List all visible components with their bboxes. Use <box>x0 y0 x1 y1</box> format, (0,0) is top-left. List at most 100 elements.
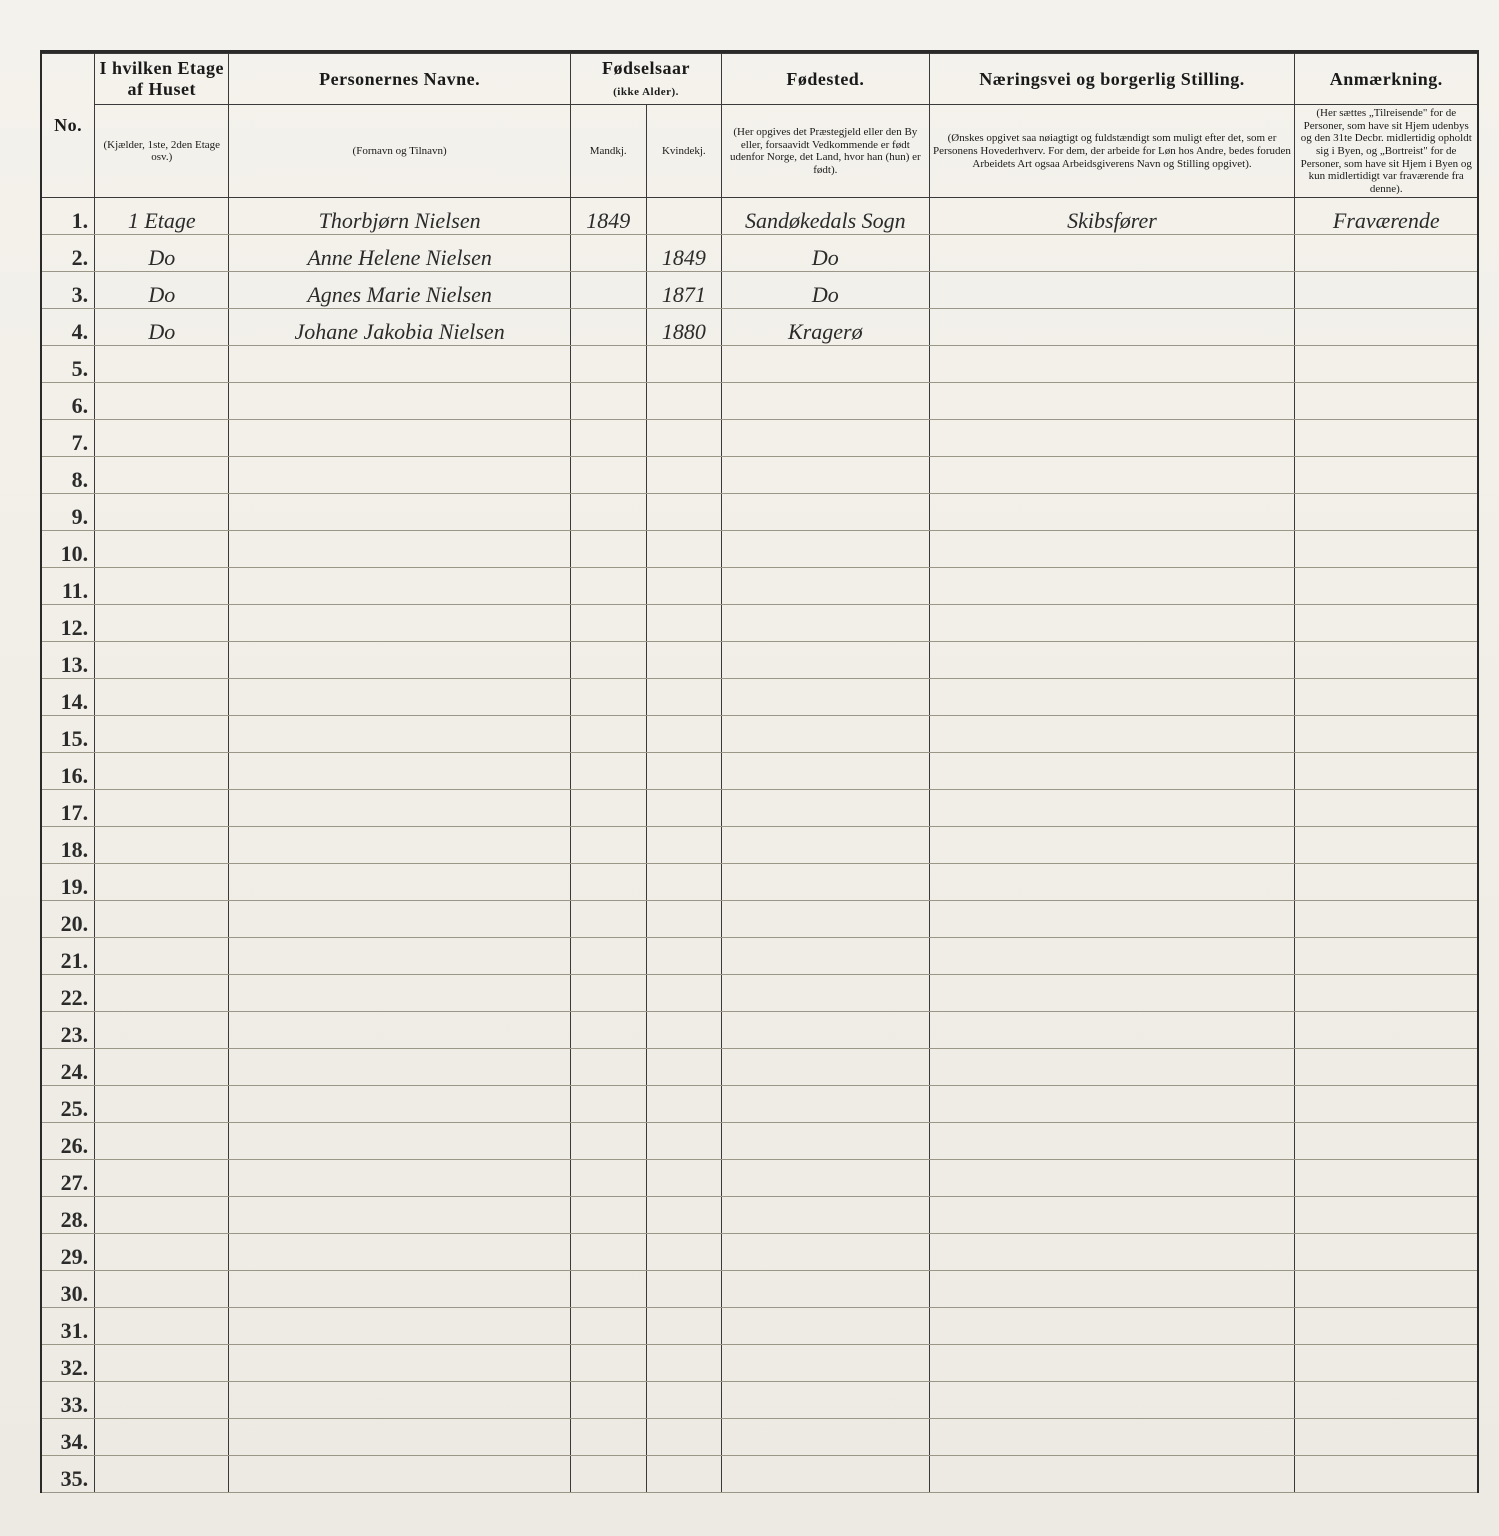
cell-name <box>229 605 571 642</box>
cell-etage <box>95 1382 229 1419</box>
cell-name: Johane Jakobia Nielsen <box>229 309 571 346</box>
cell-etage <box>95 1234 229 1271</box>
table-frame: No. I hvilken Etage af Huset Personernes… <box>40 50 1479 1513</box>
col-mandkj: Mandkj. <box>570 105 646 198</box>
cell-no: 3. <box>41 272 95 309</box>
cell-kvindekj: 1849 <box>646 235 722 272</box>
cell-no: 22. <box>41 975 95 1012</box>
cell-etage <box>95 1123 229 1160</box>
cell-no: 34. <box>41 1419 95 1456</box>
table-row: 6. <box>41 383 1478 420</box>
cell-name <box>229 1234 571 1271</box>
cell-fodested <box>722 938 929 975</box>
cell-naering <box>929 1382 1295 1419</box>
cell-kvindekj <box>646 568 722 605</box>
cell-anm <box>1295 753 1478 790</box>
cell-name <box>229 864 571 901</box>
table-row: 33. <box>41 1382 1478 1419</box>
cell-anm <box>1295 1234 1478 1271</box>
cell-etage <box>95 568 229 605</box>
cell-no: 27. <box>41 1160 95 1197</box>
cell-kvindekj <box>646 864 722 901</box>
cell-no: 24. <box>41 1049 95 1086</box>
col-no: No. <box>41 54 95 198</box>
cell-etage <box>95 753 229 790</box>
col-fodested: Fødested. <box>722 54 929 105</box>
cell-fodested <box>722 494 929 531</box>
table-row: 8. <box>41 457 1478 494</box>
cell-mandkj <box>570 1234 646 1271</box>
table-header: No. I hvilken Etage af Huset Personernes… <box>41 54 1478 198</box>
cell-no: 14. <box>41 679 95 716</box>
cell-mandkj <box>570 1197 646 1234</box>
cell-kvindekj <box>646 1456 722 1493</box>
cell-naering <box>929 1012 1295 1049</box>
cell-kvindekj <box>646 605 722 642</box>
table-row: 35. <box>41 1456 1478 1493</box>
cell-name <box>229 1012 571 1049</box>
cell-anm: Fraværende <box>1295 198 1478 235</box>
cell-no: 31. <box>41 1308 95 1345</box>
table-row: 7. <box>41 420 1478 457</box>
cell-kvindekj <box>646 716 722 753</box>
cell-anm <box>1295 827 1478 864</box>
cell-anm <box>1295 272 1478 309</box>
cell-naering <box>929 1160 1295 1197</box>
cell-name <box>229 420 571 457</box>
table-row: 13. <box>41 642 1478 679</box>
cell-kvindekj <box>646 457 722 494</box>
cell-kvindekj <box>646 198 722 235</box>
cell-anm <box>1295 1456 1478 1493</box>
table-row: 11. <box>41 568 1478 605</box>
cell-no: 20. <box>41 901 95 938</box>
table-row: 23. <box>41 1012 1478 1049</box>
cell-name <box>229 1345 571 1382</box>
col-anm: Anmærkning. <box>1295 54 1478 105</box>
cell-name <box>229 790 571 827</box>
cell-mandkj <box>570 1049 646 1086</box>
cell-naering <box>929 1419 1295 1456</box>
cell-etage <box>95 1160 229 1197</box>
cell-etage: 1 Etage <box>95 198 229 235</box>
cell-mandkj <box>570 753 646 790</box>
cell-no: 16. <box>41 753 95 790</box>
cell-fodested <box>722 457 929 494</box>
table-row: 14. <box>41 679 1478 716</box>
table-row: 21. <box>41 938 1478 975</box>
cell-etage <box>95 790 229 827</box>
cell-anm <box>1295 1419 1478 1456</box>
cell-naering <box>929 790 1295 827</box>
cell-mandkj <box>570 272 646 309</box>
cell-no: 35. <box>41 1456 95 1493</box>
cell-mandkj <box>570 309 646 346</box>
cell-anm <box>1295 679 1478 716</box>
census-page: No. I hvilken Etage af Huset Personernes… <box>0 0 1499 1536</box>
cell-etage <box>95 1456 229 1493</box>
cell-anm <box>1295 605 1478 642</box>
table-row: 3.DoAgnes Marie Nielsen1871Do <box>41 272 1478 309</box>
cell-mandkj <box>570 1160 646 1197</box>
cell-etage <box>95 1271 229 1308</box>
col-naering: Næringsvei og borgerlig Stilling. <box>929 54 1295 105</box>
col-fodselsaar: Fødselsaar (ikke Alder). <box>570 54 721 105</box>
table-row: 27. <box>41 1160 1478 1197</box>
cell-fodested <box>722 716 929 753</box>
cell-naering <box>929 1345 1295 1382</box>
cell-fodested <box>722 1345 929 1382</box>
cell-mandkj <box>570 642 646 679</box>
cell-mandkj <box>570 1308 646 1345</box>
cell-kvindekj <box>646 1086 722 1123</box>
cell-etage: Do <box>95 309 229 346</box>
cell-name <box>229 1123 571 1160</box>
cell-anm <box>1295 531 1478 568</box>
cell-fodested: Kragerø <box>722 309 929 346</box>
cell-name <box>229 457 571 494</box>
cell-anm <box>1295 1012 1478 1049</box>
cell-name <box>229 753 571 790</box>
cell-naering <box>929 1271 1295 1308</box>
cell-name <box>229 1049 571 1086</box>
cell-name <box>229 827 571 864</box>
cell-naering <box>929 457 1295 494</box>
cell-naering: Skibsfører <box>929 198 1295 235</box>
cell-etage <box>95 1308 229 1345</box>
